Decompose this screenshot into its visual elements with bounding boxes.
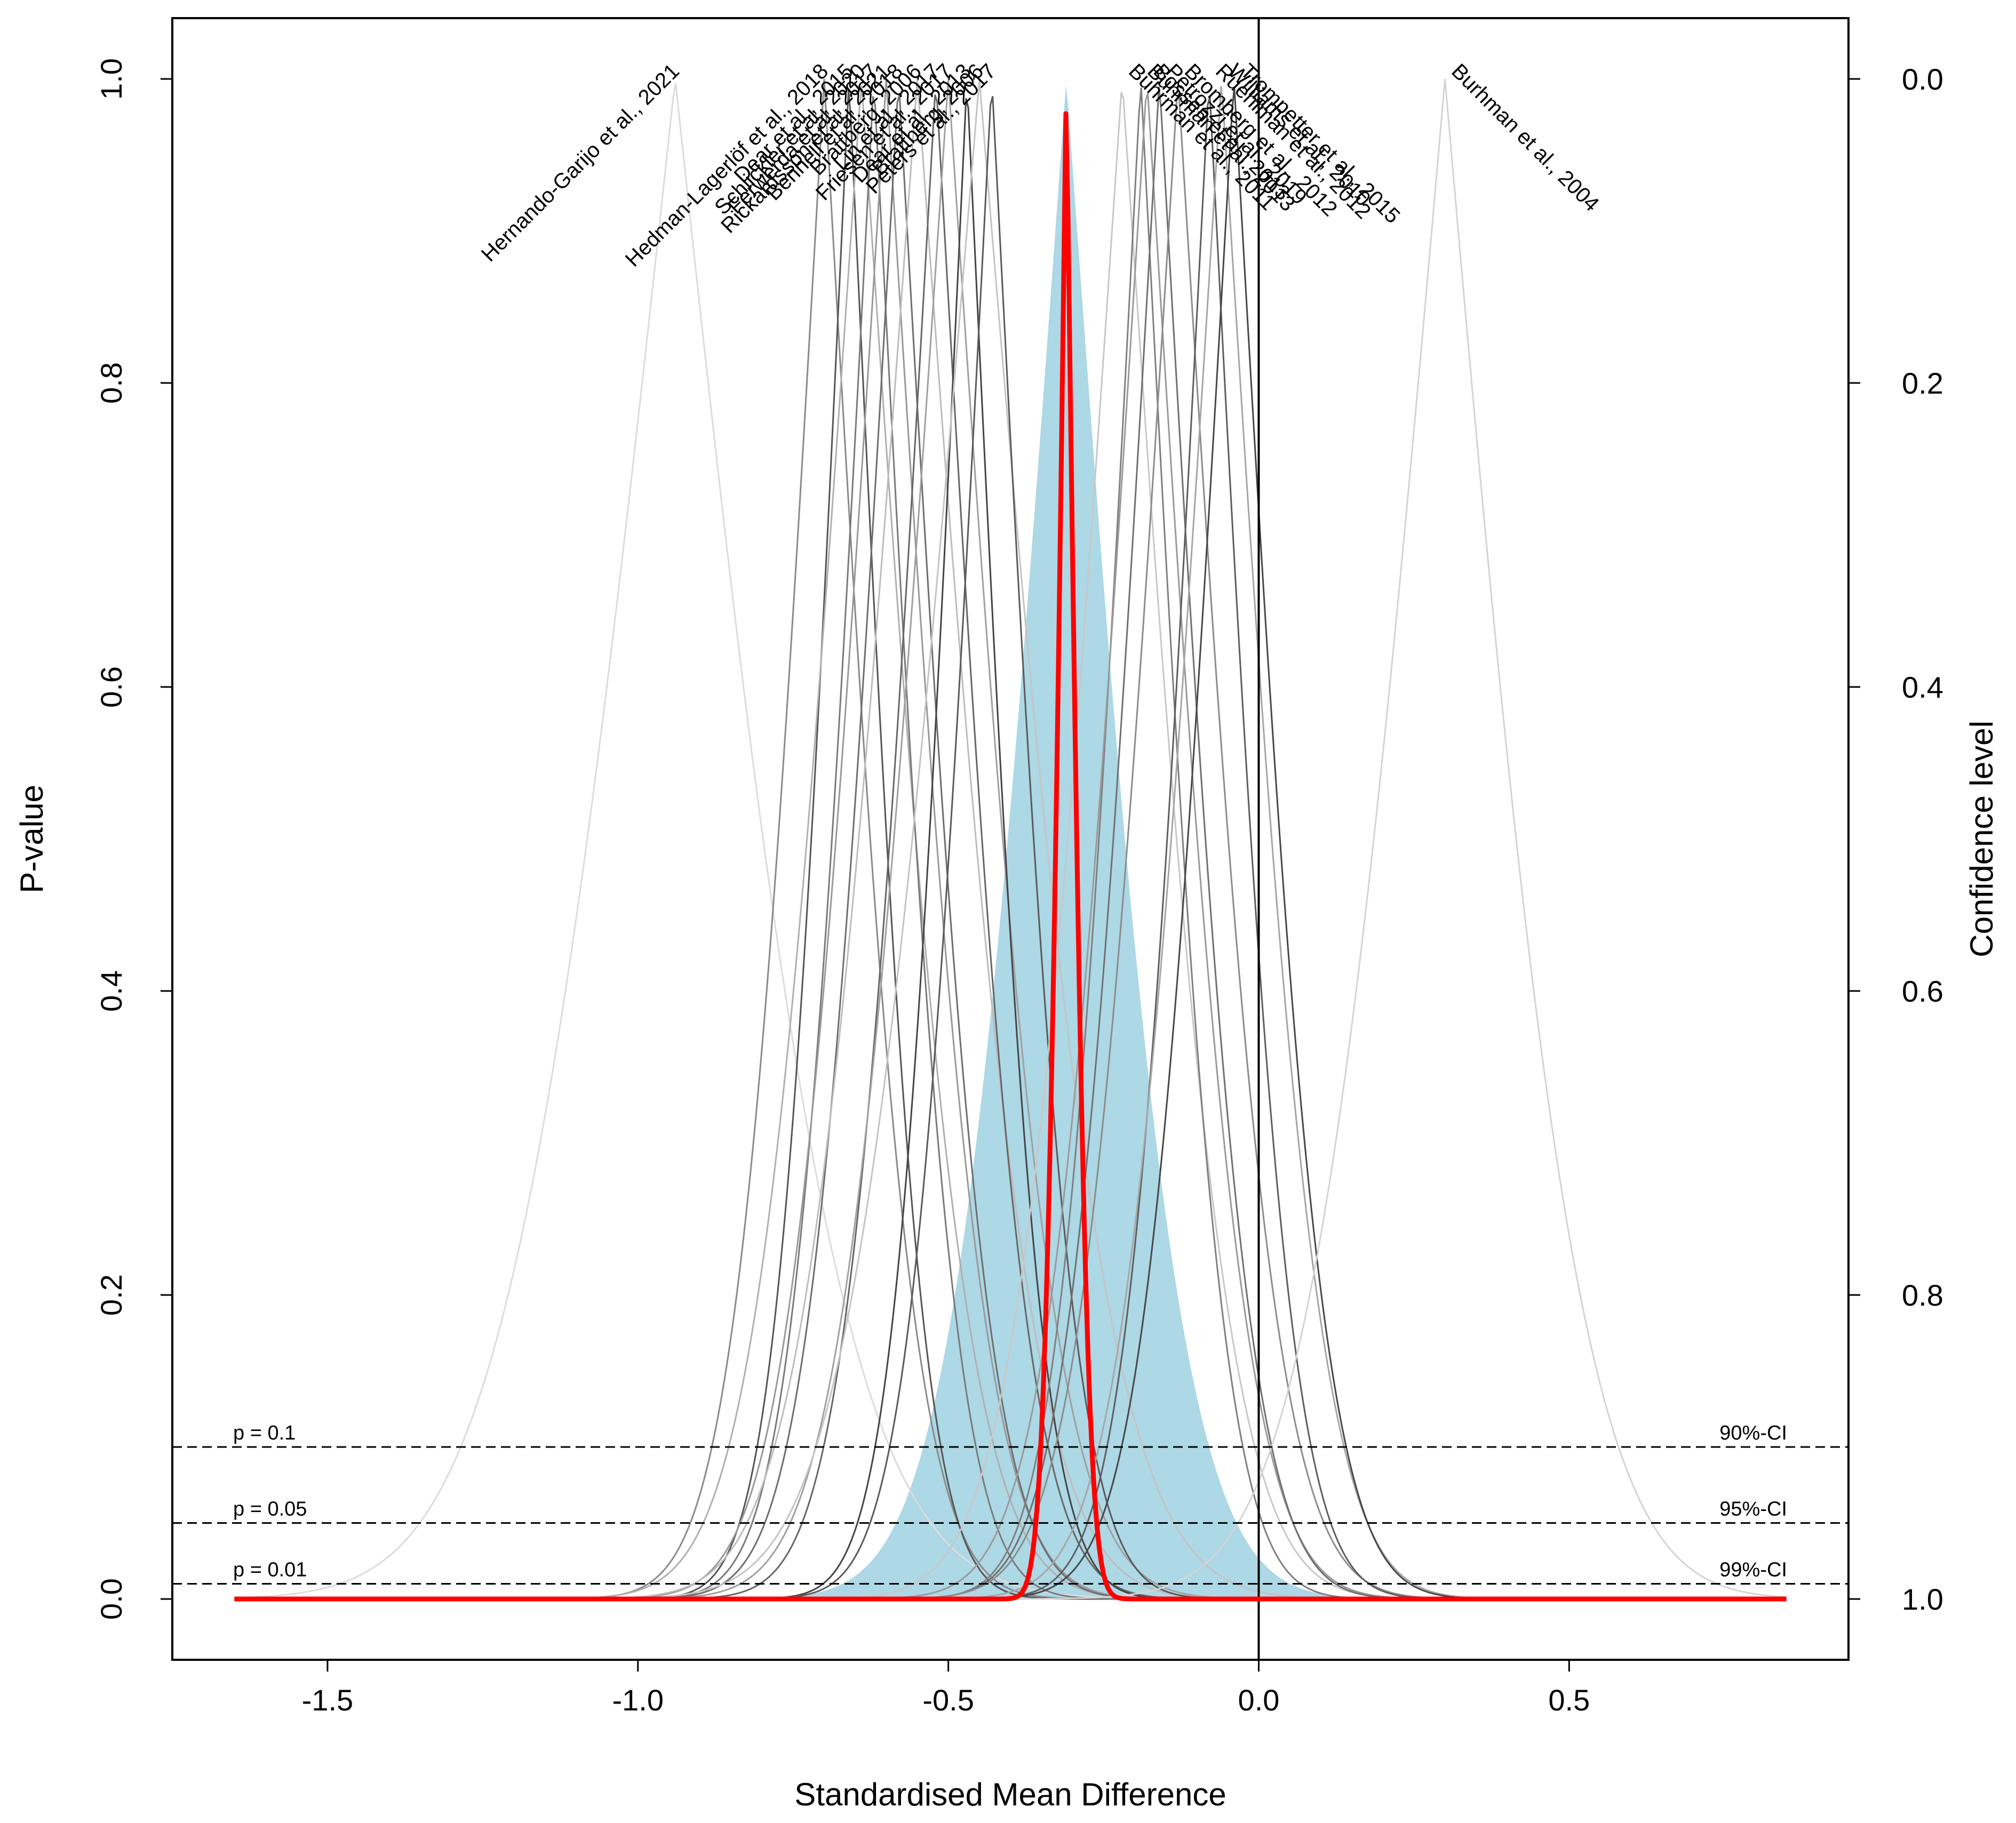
y2-tick-label: 0.0 xyxy=(1902,62,1943,96)
pooled-effect-curve xyxy=(234,111,1787,1602)
x-tick-label: 0.5 xyxy=(1548,1683,1590,1717)
plot-frame xyxy=(171,17,1850,1661)
significance-label: p = 0.05 xyxy=(233,1498,307,1521)
axes-layer: -1.5 -1.0 -0.5 0.0 0.5 0.0 1.0 0.2 0.8 0.4 0.6 0.6 0… xyxy=(14,17,1999,1812)
y-tick-label: 0.2 xyxy=(94,1274,128,1316)
x-tick-label: 0.0 xyxy=(1238,1683,1280,1717)
significance-lines-layer: p = 0.1 90%-CI p = 0.05 95%-CI p = 0.01 99%-C… xyxy=(172,1422,1848,1585)
study-labels-layer: Hernando-Garijo et al., 2021Hedman-Lager… xyxy=(477,59,1604,271)
y2-axis-title: Confidence level xyxy=(1964,721,1999,957)
y2-tick-label: 0.6 xyxy=(1902,974,1943,1008)
prediction-region-area xyxy=(234,85,1787,1599)
y2-tick-label: 0.8 xyxy=(1902,1278,1943,1312)
significance-label: p = 0.1 xyxy=(233,1422,296,1444)
ci-label: 90%-CI xyxy=(1719,1422,1787,1444)
y-tick-label: 0.0 xyxy=(94,1578,128,1620)
study-label: Burhman et al., 2004 xyxy=(1447,59,1604,216)
y2-tick-label: 1.0 xyxy=(1902,1582,1943,1616)
significance-label: p = 0.01 xyxy=(233,1559,307,1581)
ci-label: 95%-CI xyxy=(1719,1498,1787,1521)
prediction-region-layer xyxy=(234,85,1787,1599)
x-tick-label: -1.5 xyxy=(302,1683,354,1717)
ci-label: 99%-CI xyxy=(1719,1559,1787,1581)
y-tick-label: 1.0 xyxy=(94,58,128,100)
x-axis-title: Standardised Mean Difference xyxy=(794,1777,1226,1812)
y2-tick-label: 0.2 xyxy=(1902,366,1943,400)
pooled-curve-layer xyxy=(234,111,1787,1602)
y-tick-label: 0.4 xyxy=(94,970,128,1012)
x-tick-label: -0.5 xyxy=(922,1683,974,1717)
y-tick-label: 0.6 xyxy=(94,666,128,708)
x-tick-label: -1.0 xyxy=(612,1683,664,1717)
y-axis-title: P-value xyxy=(14,785,50,893)
y-tick-label: 0.8 xyxy=(94,362,128,404)
y2-tick-label: 0.4 xyxy=(1902,670,1943,704)
